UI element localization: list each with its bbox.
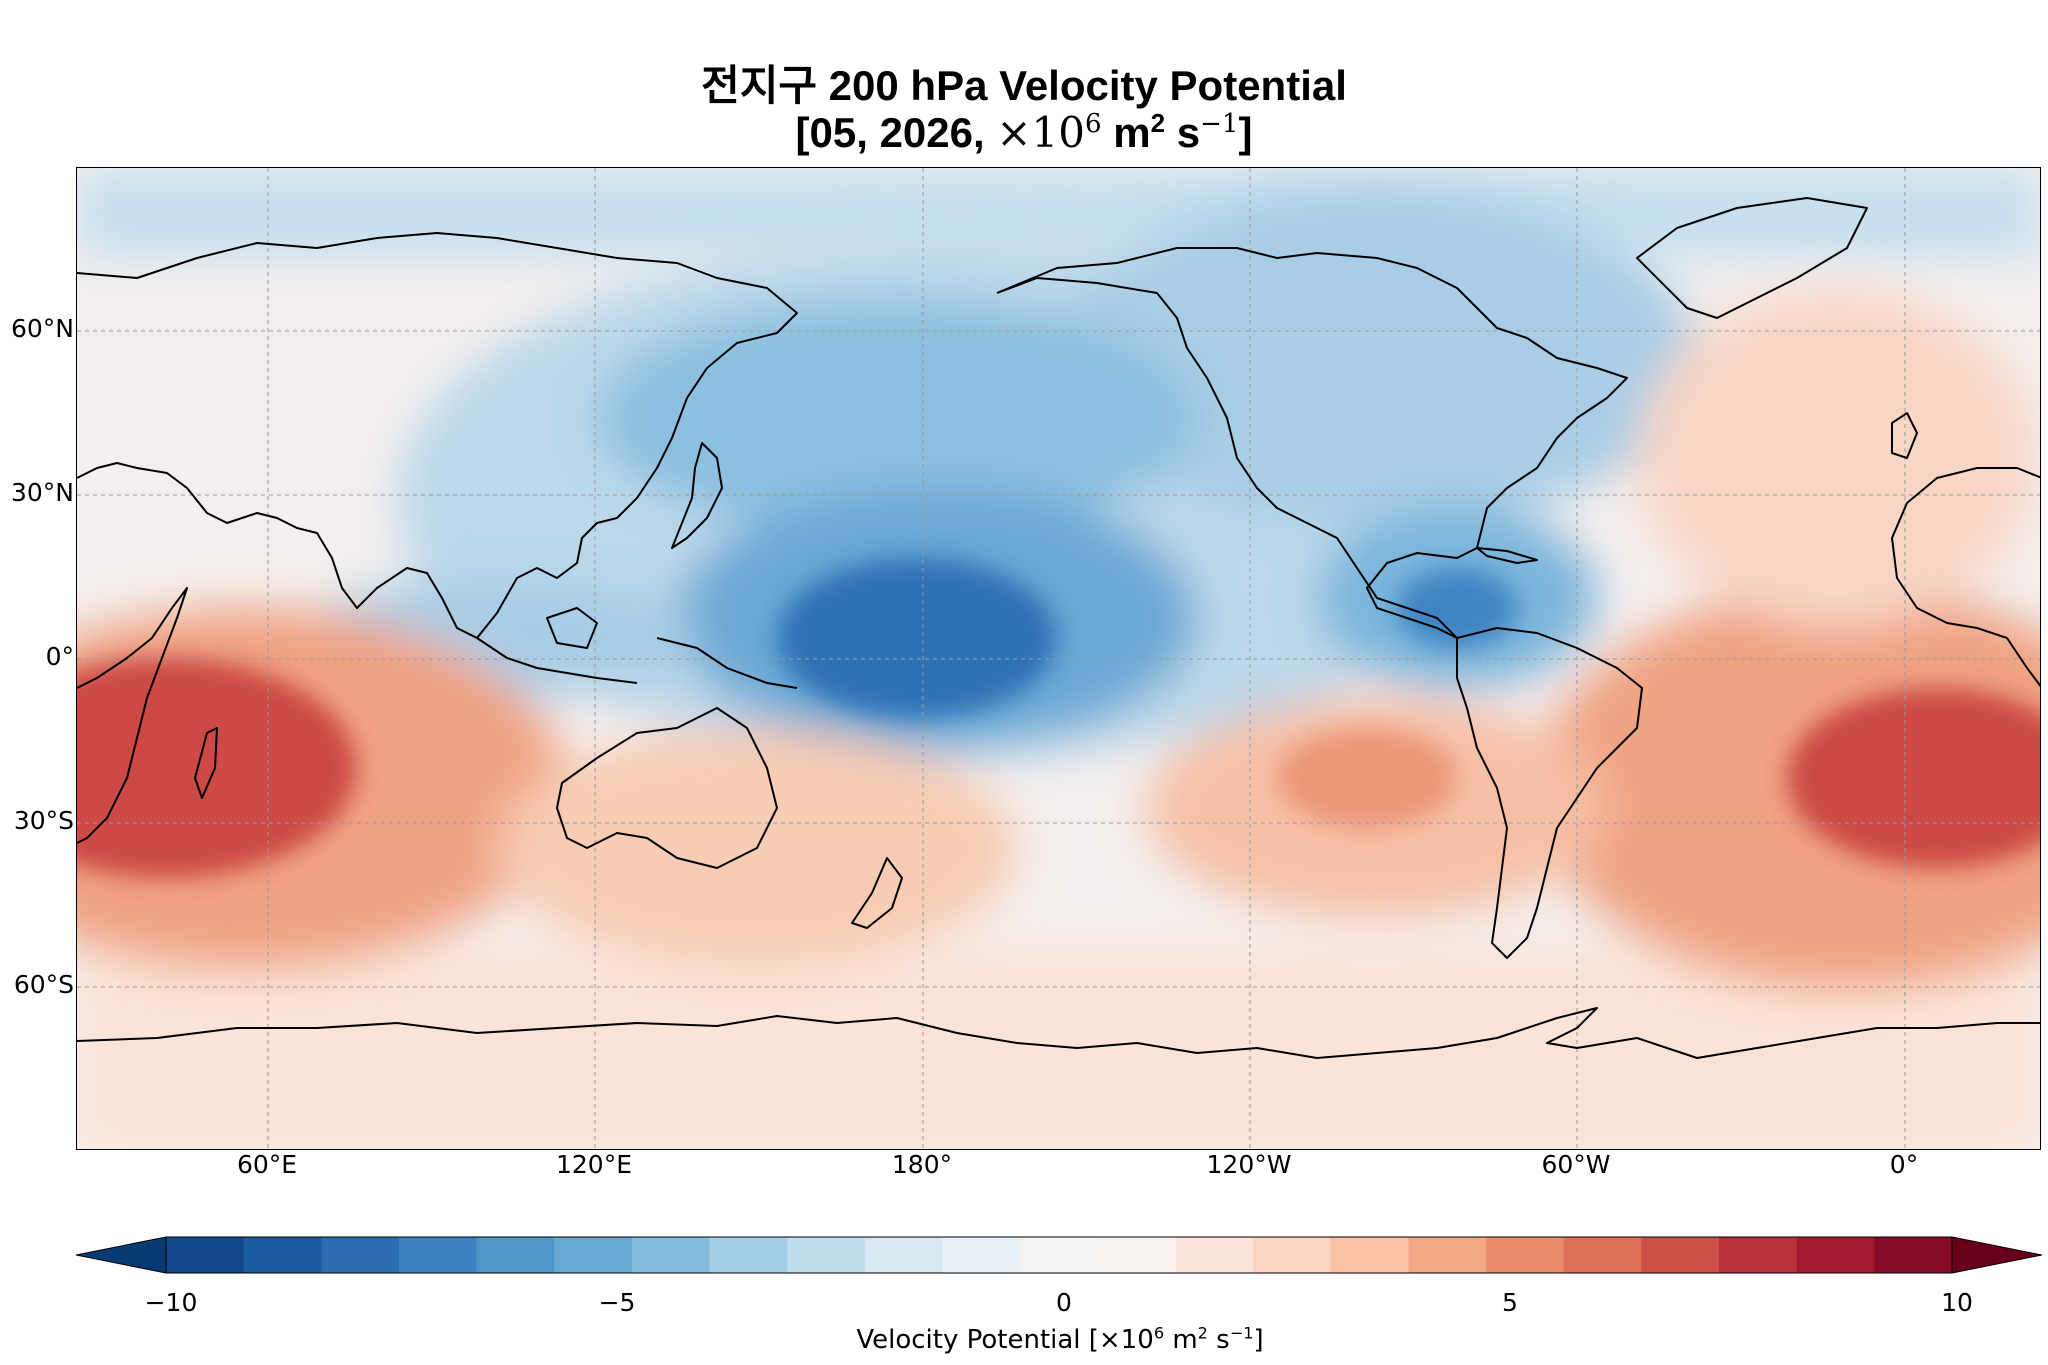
colorbar-segment	[1563, 1237, 1642, 1273]
coastline-uk	[1891, 412, 1918, 459]
title-unit-s: s	[1165, 109, 1201, 156]
coastline-africa	[77, 467, 2040, 844]
colorbar-segment	[942, 1237, 1021, 1273]
coastline-australia	[556, 707, 778, 869]
colorbar-segments	[76, 1236, 2042, 1274]
title-date-prefix: [05, 2026,	[795, 109, 997, 156]
colorbar-segment	[1486, 1237, 1565, 1273]
field-deep-negative-core	[777, 558, 1057, 718]
lon-label-60w: 60°W	[1541, 1150, 1611, 1179]
colorbar-segment	[321, 1237, 400, 1273]
coastline-cuba	[1476, 547, 1538, 564]
title-unit-m-exponent: 2	[1150, 108, 1166, 138]
colorbar-label-suffix: ]	[1253, 1325, 1264, 1355]
title-unit-m: m	[1101, 109, 1151, 156]
colorbar-label-s-exponent: −1	[1229, 1323, 1254, 1343]
colorbar-tick-minus-10: −10	[144, 1288, 198, 1317]
colorbar-segment	[1874, 1237, 1953, 1273]
colorbar-outline	[165, 1236, 1953, 1274]
lat-label-60s: 60°S	[13, 970, 74, 999]
colorbar-segment	[1175, 1237, 1254, 1273]
velocity-potential-map	[77, 168, 2040, 1149]
title-suffix: ]	[1238, 109, 1253, 156]
colorbar	[76, 1236, 2042, 1274]
colorbar-segment	[709, 1237, 788, 1273]
chart-title-line-1: 전지구 200 hPa Velocity Potential	[701, 62, 1347, 109]
title-multiplier: ×10	[996, 108, 1085, 157]
field-central-america-core	[1397, 568, 1517, 648]
lat-label-30s: 30°S	[13, 806, 74, 835]
colorbar-segment	[476, 1237, 555, 1273]
lon-label-0: 0°	[1889, 1150, 1919, 1179]
field-antarctic-positive	[77, 948, 2040, 1149]
colorbar-label: Velocity Potential [×106 m2 s−1]	[0, 1325, 2048, 1355]
colorbar-segment	[1719, 1237, 1798, 1273]
colorbar-segment	[1020, 1237, 1099, 1273]
colorbar-tick-10: 10	[1941, 1288, 1973, 1317]
lat-label-equator: 0°	[45, 642, 74, 671]
colorbar-extend-max	[1951, 1236, 2042, 1274]
lon-label-180: 180°	[891, 1150, 953, 1179]
map-plot-area	[76, 167, 2041, 1150]
lat-label-60n: 60°N	[10, 314, 74, 343]
colorbar-tick-5: 5	[1502, 1288, 1518, 1317]
colorbar-segment	[1330, 1237, 1410, 1273]
colorbar-segment	[787, 1237, 866, 1273]
lon-label-120e: 120°E	[555, 1150, 632, 1179]
field-south-pacific-core	[1277, 728, 1457, 828]
chart-title-line-2: [05, 2026, ×106 m2 s−1]	[0, 108, 2048, 157]
colorbar-segment	[631, 1237, 711, 1273]
lon-label-120w: 120°W	[1206, 1150, 1292, 1179]
colorbar-label-exponent: 6	[1153, 1323, 1165, 1343]
colorbar-label-m: m	[1164, 1325, 1198, 1355]
colorbar-segment	[864, 1237, 944, 1273]
colorbar-label-prefix: Velocity Potential [×10	[856, 1325, 1154, 1355]
lon-label-60e: 60°E	[236, 1150, 298, 1179]
coastline-north-america	[996, 247, 1628, 639]
coastline-new-zealand	[851, 857, 903, 929]
colorbar-label-s: s	[1207, 1325, 1230, 1355]
coastline-south-america	[1456, 627, 1643, 959]
title-multiplier-exponent: 6	[1084, 109, 1102, 139]
coastline-antarctica	[77, 1007, 2040, 1059]
field-north-america-negative	[1057, 188, 1697, 528]
colorbar-segment	[166, 1237, 245, 1273]
colorbar-tick-0: 0	[1056, 1288, 1072, 1317]
colorbar-segment	[1097, 1237, 1177, 1273]
coastline-madagascar	[194, 727, 218, 799]
colorbar-extend-min	[76, 1236, 167, 1274]
colorbar-segment	[554, 1237, 633, 1273]
colorbar-segment	[1641, 1237, 1720, 1273]
gridlines	[77, 168, 2040, 1149]
coastline-japan	[671, 442, 723, 549]
coastline-eurasia	[77, 232, 798, 639]
colorbar-segment	[398, 1237, 478, 1273]
coastlines	[77, 197, 2040, 1059]
coastline-greenland	[1636, 197, 1868, 319]
coastline-indonesia	[476, 607, 798, 689]
colorbar-segment	[1408, 1237, 1487, 1273]
field-north-pacific-negative	[597, 298, 1197, 538]
lat-label-30n: 30°N	[10, 478, 74, 507]
colorbar-segment	[1796, 1237, 1875, 1273]
title-unit-s-exponent: −1	[1200, 109, 1239, 139]
colorbar-segment	[1253, 1237, 1332, 1273]
colorbar-label-m-exponent: 2	[1197, 1323, 1208, 1343]
colorbar-segment	[243, 1237, 322, 1273]
field-europe-positive	[1637, 288, 2037, 628]
colorbar-tick-minus-5: −5	[598, 1288, 636, 1317]
